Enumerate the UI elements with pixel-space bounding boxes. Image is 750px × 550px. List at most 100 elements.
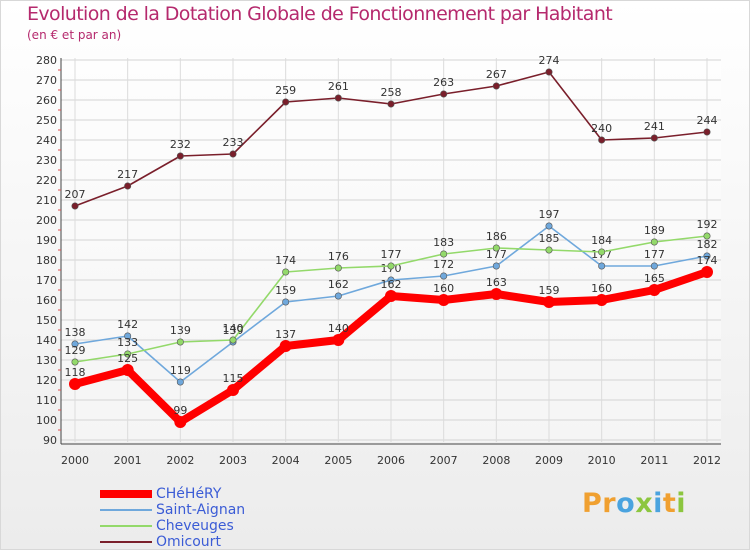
legend-swatch-saint-aignan [100,509,152,511]
data-point [440,250,448,258]
data-label: 137 [275,328,296,341]
data-label: 241 [644,120,665,133]
y-tick-label: 270 [36,74,57,87]
x-tick-label: 2008 [482,454,510,467]
logo-letter: P [582,488,603,519]
data-point [71,358,79,366]
x-tick-label: 2012 [693,454,721,467]
legend-item-omicourt: Omicourt [100,534,245,550]
data-label: 258 [381,86,402,99]
y-tick-label: 280 [36,54,57,67]
data-point [650,262,658,270]
x-tick-label: 2011 [640,454,668,467]
data-point [545,222,553,230]
x-tick-label: 2010 [588,454,616,467]
data-label: 259 [275,84,296,97]
legend-swatch-omicourt [100,541,152,543]
logo-letter: i [676,488,687,519]
data-point [648,284,661,296]
legend-swatch-cheveuges [100,525,152,527]
x-tick-label: 2004 [272,454,300,467]
data-label: 118 [65,366,86,379]
data-label: 129 [65,344,86,357]
data-label: 184 [591,234,612,247]
data-point [595,294,608,306]
y-tick-label: 240 [36,134,57,147]
data-point [701,266,713,278]
x-tick-label: 2007 [430,454,458,467]
data-label: 172 [433,258,454,271]
legend-label: Saint-Aignan [156,502,246,518]
data-label: 142 [117,318,138,331]
data-point [387,276,395,284]
data-point [385,290,397,302]
data-label: 197 [539,208,560,221]
data-label: 162 [328,278,349,291]
data-label: 174 [275,254,296,267]
data-point [543,296,555,308]
data-label: 244 [697,114,718,127]
data-label: 162 [381,278,402,291]
data-point [174,416,187,428]
legend-label: CHéHéRY [156,486,222,502]
data-label: 139 [170,324,191,337]
data-label: 274 [539,54,560,67]
data-point [387,262,395,270]
data-point [545,246,553,254]
y-tick-label: 120 [36,374,57,387]
data-point [650,238,658,246]
data-point [69,378,81,390]
data-point [437,294,450,306]
data-point [598,262,606,270]
data-point [176,378,184,386]
data-point [282,98,290,106]
logo-letter: o [616,488,636,519]
data-point [282,268,290,276]
data-label: 189 [644,224,665,237]
data-point [71,340,79,348]
legend-label: Omicourt [156,534,221,550]
data-label: 186 [486,230,507,243]
x-tick-label: 2009 [535,454,563,467]
data-point [176,338,184,346]
y-tick-label: 230 [36,154,57,167]
data-label: 182 [697,238,718,251]
data-point [227,384,239,396]
data-label: 159 [275,284,296,297]
data-label: 217 [117,168,138,181]
x-tick-label: 2005 [324,454,352,467]
data-label: 138 [65,326,86,339]
data-label: 163 [486,276,507,289]
data-point [121,364,134,376]
data-label: 159 [539,284,560,297]
data-point [650,134,658,142]
y-tick-label: 140 [36,334,57,347]
legend: CHéHéRY Saint-Aignan Cheveuges Omicourt [100,486,245,550]
proxiti-logo: Proxiti [582,488,686,519]
legend-item-saint-aignan: Saint-Aignan [100,502,245,518]
data-label: 263 [433,76,454,89]
y-tick-label: 210 [36,194,57,207]
data-point [492,262,500,270]
data-point [598,136,606,144]
data-label: 133 [117,336,138,349]
data-label: 125 [117,352,138,365]
data-point [703,252,711,260]
data-label: 183 [433,236,454,249]
data-point [124,332,132,340]
data-label: 240 [591,122,612,135]
data-label: 119 [170,364,191,377]
data-point [492,244,500,252]
data-point [440,90,448,98]
data-point [492,82,500,90]
data-point [71,202,79,210]
legend-item-cheveuges: Cheveuges [100,518,245,534]
data-label: 261 [328,80,349,93]
y-tick-label: 190 [36,234,57,247]
data-point [332,334,345,346]
data-point [334,264,342,272]
data-point [124,350,132,358]
logo-letter: x [635,488,654,519]
y-tick-label: 170 [36,274,57,287]
data-point [229,150,237,158]
